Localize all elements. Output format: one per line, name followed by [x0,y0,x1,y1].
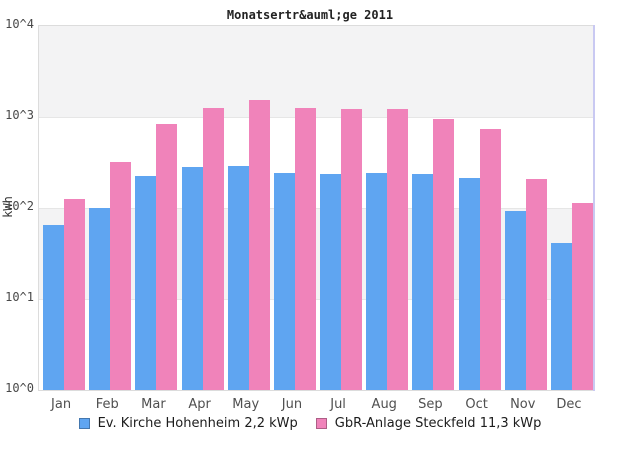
plot-right-edge [593,25,595,391]
bar-apr-series1 [182,167,203,390]
bar-oct-series1 [459,178,480,390]
bar-jun-series2 [295,108,316,390]
legend-item-gbr: GbR-Anlage Steckfeld 11,3 kWp [315,416,542,431]
bar-sep-series1 [412,174,433,390]
gridline [39,117,593,118]
x-tick-label-dec: Dec [556,397,582,412]
legend-swatch-pink [315,418,327,429]
y-tick-label: 10^4 [5,17,34,31]
gridline [39,299,593,300]
bar-oct-series2 [480,129,501,390]
bar-sep-series2 [433,119,454,390]
bar-dec-series1 [551,243,572,390]
bar-jan-series2 [64,199,85,390]
legend-swatch-blue [78,418,90,429]
bar-mar-series1 [135,176,156,390]
bar-nov-series1 [505,211,526,390]
bar-feb-series2 [110,162,131,390]
x-tick-label-oct: Oct [465,397,488,412]
y-tick-label: 10^2 [5,199,34,213]
x-tick-label-sep: Sep [418,397,443,412]
bar-may-series1 [228,166,249,390]
gridline [39,208,593,209]
bar-mar-series2 [156,124,177,390]
x-tick-label-jan: Jan [51,397,72,412]
bar-aug-series1 [366,173,387,390]
legend-item-kirche: Ev. Kirche Hohenheim 2,2 kWp [78,416,298,431]
bar-feb-series1 [89,208,110,390]
bar-aug-series2 [387,109,408,390]
bar-may-series2 [249,100,270,390]
bar-dec-series2 [572,203,593,390]
bar-jan-series1 [43,225,64,390]
bar-nov-series2 [526,179,547,390]
x-tick-label-apr: Apr [188,397,211,412]
legend-label-kirche: Ev. Kirche Hohenheim 2,2 kWp [97,416,298,431]
bar-jul-series1 [320,174,341,390]
x-tick-label-may: May [232,397,260,412]
chart-title: Monatsertr&auml;ge 2011 [226,8,394,22]
bar-jun-series1 [274,173,295,390]
bar-apr-series2 [203,108,224,390]
y-tick-label: 10^0 [5,381,34,395]
plot-area [38,25,595,391]
bar-jul-series2 [341,109,362,390]
x-tick-label-jul: Jul [330,397,346,412]
x-tick-label-jun: Jun [281,397,303,412]
y-tick-label: 10^1 [5,290,34,304]
x-tick-label-feb: Feb [95,397,119,412]
x-tick-label-nov: Nov [510,397,536,412]
y-tick-label: 10^3 [5,108,34,122]
x-tick-label-mar: Mar [141,397,166,412]
decade-band [39,26,593,117]
x-tick-label-aug: Aug [371,397,397,412]
legend: Ev. Kirche Hohenheim 2,2 kWp GbR-Anlage … [0,416,620,431]
legend-label-gbr: GbR-Anlage Steckfeld 11,3 kWp [334,416,542,431]
